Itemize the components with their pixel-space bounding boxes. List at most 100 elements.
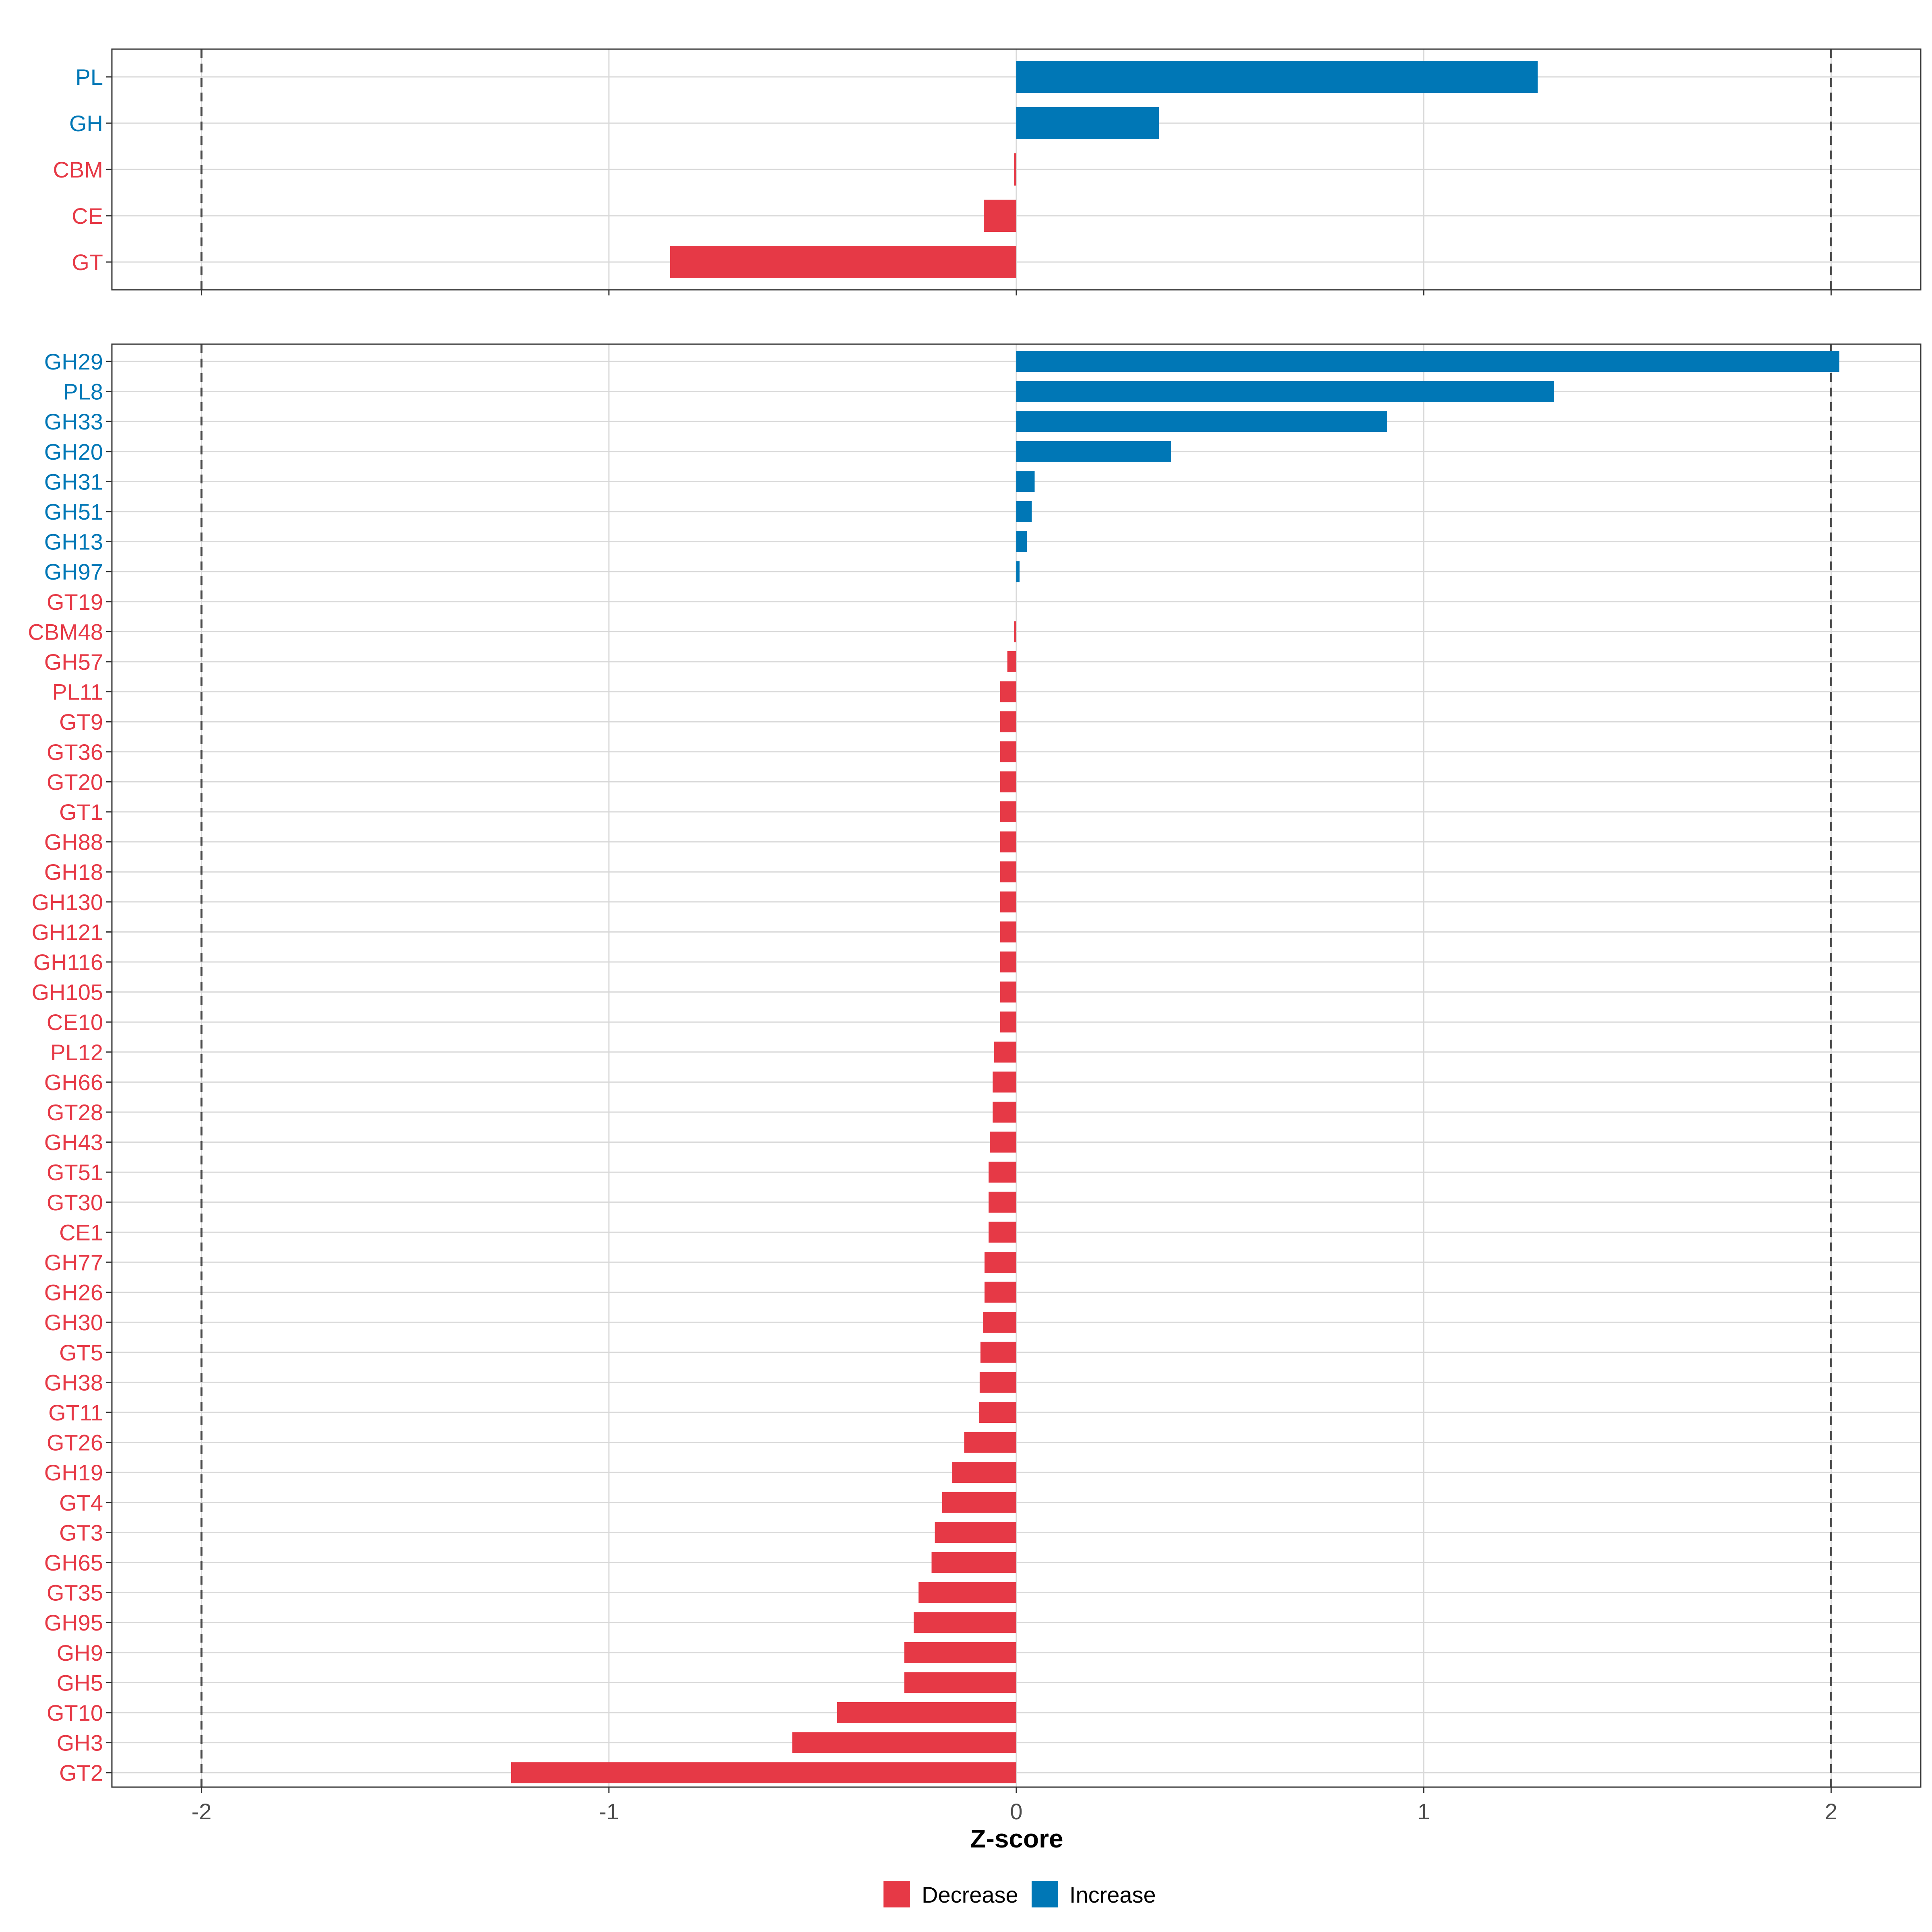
category-label-gh5: GH5 (57, 1670, 103, 1695)
category-label-gt20: GT20 (47, 769, 103, 795)
category-label-gh13: GH13 (44, 529, 103, 555)
bar-gh29 (1016, 351, 1839, 372)
category-label-gh66: GH66 (44, 1069, 103, 1095)
bar-gh13 (1016, 531, 1027, 552)
bar-gh26 (985, 1282, 1016, 1303)
bar-gh31 (1016, 471, 1035, 492)
bar-gt30 (989, 1191, 1016, 1213)
category-label-gt35: GT35 (47, 1580, 103, 1606)
category-label-gh130: GH130 (32, 890, 103, 915)
category-label-gh33: GH33 (44, 409, 103, 434)
category-label-gh26: GH26 (44, 1280, 103, 1305)
category-label-gt36: GT36 (47, 739, 103, 765)
x-tick-label: 2 (1825, 1799, 1837, 1824)
category-label-gh57: GH57 (44, 649, 103, 675)
bar-gh19 (952, 1462, 1016, 1483)
category-label-pl12: PL12 (50, 1040, 103, 1065)
legend-label-increase: Increase (1069, 1882, 1156, 1907)
bar-gt51 (989, 1162, 1016, 1183)
category-label-gh18: GH18 (44, 859, 103, 885)
bar-gh66 (993, 1071, 1016, 1093)
bar-gt2 (511, 1762, 1016, 1783)
category-label-cbm48: CBM48 (28, 619, 103, 644)
bar-gt5 (980, 1342, 1016, 1363)
category-label-gt11: GT11 (48, 1400, 103, 1425)
x-tick-label: -1 (599, 1799, 619, 1824)
bar-gh18 (1000, 861, 1016, 883)
bar-gh95 (913, 1612, 1016, 1633)
bar-pl11 (1000, 681, 1016, 702)
category-label-gt19: GT19 (47, 589, 103, 615)
bar-gh5 (904, 1672, 1016, 1693)
bar-gh38 (979, 1372, 1016, 1393)
legend: Decrease Increase (883, 1881, 1156, 1907)
category-label-gh97: GH97 (44, 559, 103, 584)
category-label-gt4: GT4 (59, 1490, 103, 1515)
category-label-gh116: GH116 (33, 949, 103, 975)
bar-pl (1016, 61, 1538, 93)
category-label-gh51: GH51 (44, 499, 103, 524)
category-label-ce10: CE10 (47, 1009, 103, 1035)
category-label-gh38: GH38 (44, 1370, 103, 1395)
category-label-gh43: GH43 (44, 1130, 103, 1155)
legend-swatch-increase (1032, 1881, 1058, 1907)
bar-gh9 (904, 1642, 1016, 1663)
category-label-gh9: GH9 (57, 1640, 103, 1666)
bar-gh97 (1016, 561, 1020, 582)
bar-cbm48 (1014, 621, 1016, 642)
legend-swatch-decrease (883, 1881, 910, 1907)
bar-gt36 (1000, 741, 1016, 762)
category-label-ce1: CE1 (59, 1220, 103, 1245)
category-label-gh20: GH20 (44, 439, 103, 464)
category-label-gh121: GH121 (32, 919, 103, 945)
bar-gh33 (1016, 411, 1387, 432)
bar-ce1 (989, 1222, 1016, 1243)
category-label-pl8: PL8 (63, 379, 103, 405)
category-label-gh88: GH88 (44, 830, 103, 855)
category-label-gh77: GH77 (44, 1250, 103, 1275)
bar-gh65 (931, 1552, 1016, 1573)
category-label-gt1: GT1 (59, 799, 103, 825)
bar-gh43 (990, 1131, 1016, 1153)
x-tick-label: -2 (192, 1799, 212, 1824)
bar-gt28 (993, 1102, 1016, 1123)
bar-gh51 (1016, 501, 1032, 522)
category-label-gh65: GH65 (44, 1550, 103, 1575)
category-label-ce: CE (72, 203, 103, 229)
category-label-gt9: GT9 (59, 709, 103, 735)
bar-gt26 (964, 1432, 1016, 1453)
x-tick-label: 1 (1418, 1799, 1430, 1824)
x-axis-title: Z-score (970, 1824, 1063, 1853)
category-label-gh: GH (69, 111, 103, 136)
category-label-gh105: GH105 (32, 980, 103, 1005)
category-label-gt3: GT3 (59, 1520, 103, 1545)
bar-gh (1016, 107, 1159, 139)
category-label-gt: GT (72, 250, 103, 275)
bar-gt20 (1000, 771, 1016, 793)
category-label-gh29: GH29 (44, 349, 103, 374)
bottom-panel: GH29PL8GH33GH20GH31GH51GH13GH97GT19CBM48… (28, 343, 1922, 1824)
bar-cbm (1014, 153, 1016, 186)
bar-gt11 (978, 1402, 1016, 1423)
bar-gh130 (1000, 891, 1016, 912)
category-label-gt2: GT2 (59, 1760, 103, 1785)
legend-label-decrease: Decrease (922, 1882, 1018, 1907)
x-tick-label: 0 (1010, 1799, 1022, 1824)
bar-gt (670, 246, 1016, 278)
bar-gh30 (983, 1312, 1016, 1333)
bar-gh3 (792, 1732, 1016, 1753)
bar-gt4 (942, 1492, 1016, 1513)
bar-pl12 (994, 1041, 1016, 1063)
bar-gh116 (1000, 952, 1016, 972)
category-label-gt26: GT26 (47, 1430, 103, 1455)
bar-gt35 (919, 1582, 1016, 1603)
category-label-cbm: CBM (53, 157, 103, 182)
bar-gh105 (1000, 981, 1016, 1003)
top-panel: PL GH CBM CE GT (53, 48, 1922, 295)
bar-ce (984, 200, 1016, 232)
bar-gt1 (1000, 801, 1016, 822)
bar-gh57 (1007, 651, 1016, 672)
category-label-gh30: GH30 (44, 1310, 103, 1335)
